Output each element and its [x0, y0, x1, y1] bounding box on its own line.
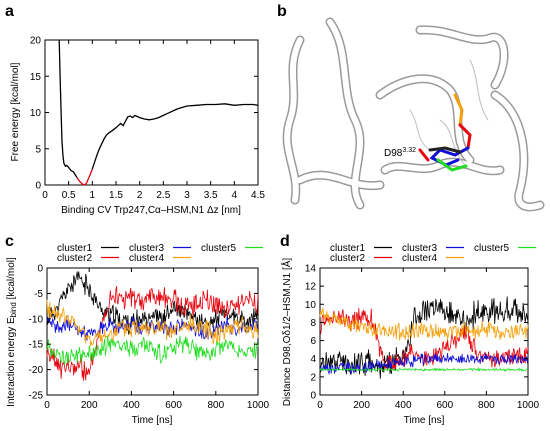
y-tick-label: -10: [29, 314, 44, 325]
x-tick-label: 3: [184, 190, 190, 201]
panel-c-xlabel: Time [ns]: [132, 415, 173, 426]
series-line-curve-0: [58, 39, 78, 179]
x-tick-label: 200: [353, 400, 370, 411]
panel-a-ticks: 0 0.5 1 1.5 2 2.5 3 3.5 4 4.5 0 5 10 15 20: [30, 36, 266, 202]
series-line-cluster2: [46, 286, 259, 381]
x-tick-label: 2: [137, 190, 143, 201]
panel-c-ticks: 0 200 400 600 800 1000 -25 -20 -15 -10 -5 0: [29, 264, 270, 412]
series-line-cluster5: [46, 335, 259, 365]
panel-d-label: d: [280, 233, 290, 250]
panel-c-ylabel: Interaction energy Ebind [kcal/mol]: [6, 257, 18, 407]
panel-a-xlabel: Binding CV Trp247,Cα–HSM,N1 Δz [nm]: [61, 205, 241, 216]
x-tick-label: 1.5: [109, 190, 123, 201]
y-tick-label: 5: [35, 144, 41, 155]
panel-c: c 0 200 400 600 800 1000 -25 -20 -15 -10 -5 0 clust…: [5, 233, 270, 426]
x-tick-label: 0: [317, 400, 323, 411]
panel-d-xlabel: Time [ns]: [404, 415, 445, 426]
legend-label-cluster5: cluster5: [474, 243, 509, 254]
series-line-cluster1: [319, 296, 529, 379]
x-tick-label: 800: [478, 400, 495, 411]
panel-a: a 0 0.5 1 1.5 2 2.5 3 3.5 4 4.5 0 5 10 15 20 Binding C…: [5, 3, 265, 216]
x-tick-label: 4.5: [251, 190, 265, 201]
series-line-cluster3: [319, 352, 529, 376]
x-tick-label: 1000: [517, 400, 540, 411]
panel-c-axes: [46, 267, 259, 396]
panel-b-label: b: [277, 3, 287, 20]
x-tick-label: 3.5: [204, 190, 218, 201]
series-line-cluster4: [46, 299, 259, 347]
y-tick-label: 20: [30, 36, 42, 47]
series-line-curve-2: [91, 103, 259, 170]
ligand-sticks: [418, 93, 472, 172]
y-tick-label: -15: [29, 340, 44, 351]
legend-label-cluster4: cluster4: [129, 253, 164, 264]
panel-b: b: [277, 3, 545, 212]
x-tick-label: 2.5: [156, 190, 170, 201]
x-tick-label: 400: [395, 400, 412, 411]
y-tick-label: -20: [29, 365, 44, 376]
x-tick-label: 1: [90, 190, 96, 201]
x-tick-label: 600: [165, 400, 182, 411]
panel-c-label: c: [5, 233, 14, 250]
legend-label-cluster3: cluster3: [129, 243, 164, 254]
panel-a-ylabel: Free energy [kcal/mol]: [10, 62, 21, 161]
x-tick-label: 4: [232, 190, 238, 201]
y-tick-label: 8: [310, 318, 316, 329]
series-line-curve-1: [76, 168, 93, 186]
x-tick-label: 800: [207, 400, 224, 411]
y-tick-label: 4: [310, 354, 316, 365]
panel-d-axes: [319, 267, 529, 396]
y-tick-label: -5: [34, 289, 43, 300]
x-tick-label: 600: [436, 400, 453, 411]
y-tick-label: 6: [310, 336, 316, 347]
y-tick-label: 2: [310, 372, 316, 383]
legend-label-cluster1: cluster1: [57, 243, 92, 254]
protein-ribbon-render: [282, 17, 545, 212]
y-tick-label: 14: [305, 264, 317, 275]
y-tick-label: -25: [29, 391, 44, 402]
x-tick-label: 0: [44, 400, 50, 411]
x-tick-label: 0: [42, 190, 48, 201]
x-tick-label: 200: [81, 400, 98, 411]
panel-a-axes: [44, 39, 259, 186]
x-tick-label: 400: [123, 400, 140, 411]
y-tick-label: 0: [35, 181, 41, 192]
y-tick-label: 10: [30, 108, 42, 119]
x-tick-label: 0.5: [62, 190, 76, 201]
y-tick-label: 15: [30, 72, 42, 83]
legend-label-cluster2: cluster2: [330, 253, 365, 264]
panel-a-curves: [58, 39, 259, 186]
panel-d-ylabel: Distance D98,Oδ1/2–HSM,N1 [Å]: [280, 258, 293, 407]
y-tick-label: 12: [305, 282, 317, 293]
residue-label: D983.32: [384, 147, 416, 159]
legend-label-cluster2: cluster2: [57, 253, 92, 264]
series-line-cluster5: [319, 366, 529, 373]
panel-c-series: [46, 271, 259, 381]
y-tick-label: 0: [310, 391, 316, 402]
legend-label-cluster5: cluster5: [201, 243, 236, 254]
panel-d-series: [319, 296, 529, 379]
y-tick-label: 0: [37, 264, 43, 275]
legend-label-cluster3: cluster3: [402, 243, 437, 254]
panel-a-label: a: [5, 3, 14, 20]
x-tick-label: 1000: [247, 400, 270, 411]
legend-label-cluster1: cluster1: [330, 243, 365, 254]
series-line-cluster4: [319, 307, 529, 341]
panel-d-ticks: 0 200 400 600 800 1000 0 2 4 6 8 10 12 14: [305, 264, 540, 412]
y-tick-label: 10: [305, 300, 317, 311]
legend-label-cluster4: cluster4: [402, 253, 437, 264]
